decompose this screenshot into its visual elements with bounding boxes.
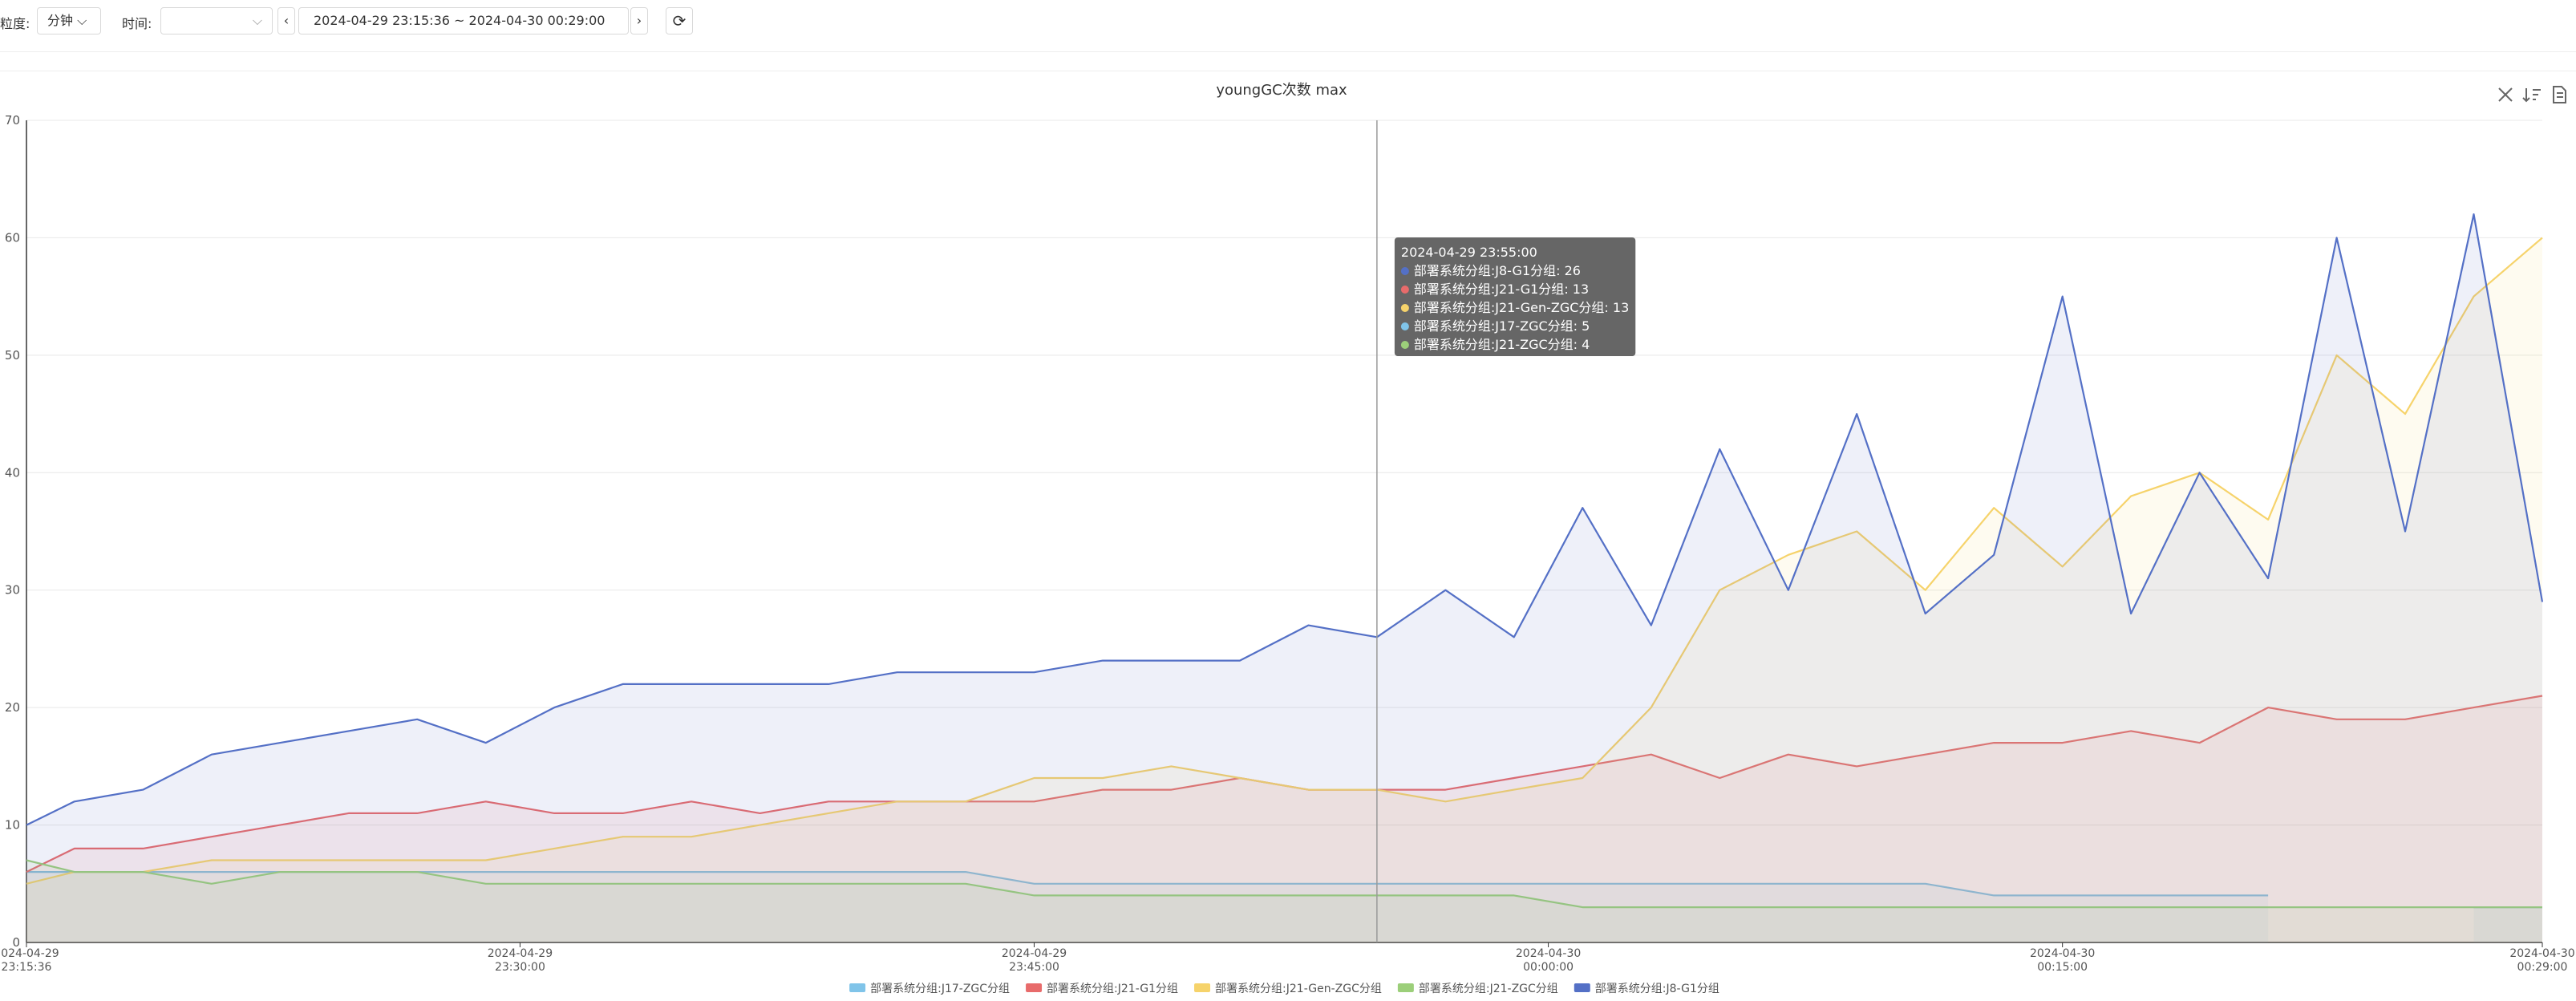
toolbar: 粒度: 分钟 ⌵ 时间: ⌵ ‹ 2024-04-29 23:15:36 ~ 2… xyxy=(0,0,2576,48)
legend-label: 部署系统分组:J21-G1分组 xyxy=(1047,983,1178,995)
tooltip-dot xyxy=(1400,341,1409,349)
series-area xyxy=(26,214,2542,943)
legend-item[interactable]: 部署系统分组:J21-ZGC分组 xyxy=(1397,983,1558,995)
legend-label: 部署系统分组:J21-Gen-ZGC分组 xyxy=(1215,983,1382,995)
tooltip-dot xyxy=(1400,286,1409,294)
y-tick-label: 60 xyxy=(5,230,20,245)
tooltip-box xyxy=(1394,237,1636,356)
prev-button[interactable]: ‹ xyxy=(277,7,295,34)
x-tick-label: 2024-04-29 23:45:00 xyxy=(1002,947,1067,974)
legend-label: 部署系统分组:J8-G1分组 xyxy=(1595,983,1719,995)
series-area xyxy=(26,860,2542,942)
tooltip-value: 13 xyxy=(1573,282,1589,297)
granularity-label: 粒度: xyxy=(0,16,30,31)
y-tick-label: 50 xyxy=(5,348,20,363)
tooltip-value: 26 xyxy=(1565,263,1581,278)
tooltip-dot xyxy=(1400,322,1409,330)
tooltip-series: 部署系统分组:J21-G1分组 xyxy=(1414,282,1564,297)
time-select[interactable]: ⌵ xyxy=(160,7,273,34)
toolbox[interactable] xyxy=(2498,86,2566,103)
legend-swatch xyxy=(1194,983,1211,992)
series-line xyxy=(26,859,2542,909)
tooltip-row: 部署系统分组:J21-G1分组: 13 xyxy=(1414,282,1589,297)
next-button[interactable]: › xyxy=(630,7,648,34)
y-tick-label: 40 xyxy=(5,465,20,480)
tooltip-series: 部署系统分组:J21-Gen-ZGC分组 xyxy=(1414,300,1605,315)
legend-item[interactable]: 部署系统分组:J21-Gen-ZGC分组 xyxy=(1194,983,1382,995)
tooltip-series: 部署系统分组:J21-ZGC分组 xyxy=(1414,337,1574,352)
tooltip-dot xyxy=(1400,267,1409,275)
granularity-select[interactable]: 分钟 ⌵ xyxy=(37,7,101,34)
legend-label: 部署系统分组:J21-ZGC分组 xyxy=(1419,983,1558,995)
x-tick-label: 2024-04-29 23:15:36 xyxy=(0,947,59,974)
tooltip-value: 5 xyxy=(1582,318,1590,334)
legend-swatch xyxy=(1397,983,1414,992)
y-tick-label: 10 xyxy=(5,818,20,833)
range-text: 2024-04-29 23:15:36 ~ 2024-04-30 00:29:0… xyxy=(314,13,606,28)
tooltip-row: 部署系统分组:J17-ZGC分组: 5 xyxy=(1414,318,1590,334)
tooltip-series: 部署系统分组:J8-G1分组 xyxy=(1414,263,1556,278)
tooltip-row: 部署系统分组:J8-G1分组: 26 xyxy=(1414,263,1581,278)
legend-label: 部署系统分组:J17-ZGC分组 xyxy=(870,983,1010,995)
y-tick-label: 0 xyxy=(12,935,20,950)
tooltip-row: 部署系统分组:J21-Gen-ZGC分组: 13 xyxy=(1414,300,1629,315)
tooltip-row: 部署系统分组:J21-ZGC分组: 4 xyxy=(1414,337,1590,352)
series-line xyxy=(26,213,2544,826)
y-tick-label: 30 xyxy=(5,583,20,598)
refresh-button[interactable]: ⟳ xyxy=(666,7,693,34)
tooltip-value: 13 xyxy=(1613,300,1629,315)
x-tick-label: 2024-04-30 00:29:00 xyxy=(2509,947,2574,974)
y-tick-label: 70 xyxy=(5,113,20,128)
tooltip-title: 2024-04-29 23:55:00 xyxy=(1401,245,1537,260)
legend: 部署系统分组:J17-ZGC分组 部署系统分组:J21-G1分组 部署系统分组:J2… xyxy=(849,983,1719,995)
series-line xyxy=(26,237,2543,885)
legend-item[interactable]: 部署系统分组:J8-G1分组 xyxy=(1574,983,1719,995)
time-label: 时间: xyxy=(122,16,152,31)
legend-swatch xyxy=(1574,983,1590,992)
y-tick-label: 20 xyxy=(5,700,20,715)
legend-swatch xyxy=(849,983,866,992)
legend-swatch xyxy=(1026,983,1043,992)
zoom-icon[interactable] xyxy=(2498,87,2513,102)
legend-item[interactable]: 部署系统分组:J17-ZGC分组 xyxy=(849,983,1010,995)
sort-icon[interactable] xyxy=(2522,88,2541,103)
x-tick-label: 2024-04-30 00:00:00 xyxy=(1516,947,1581,974)
tooltip-dot xyxy=(1400,304,1409,312)
chart-title: youngGC次数 max xyxy=(1216,82,1347,99)
series-area xyxy=(26,237,2542,942)
tooltip-series: 部署系统分组:J17-ZGC分组 xyxy=(1414,318,1574,334)
range-input[interactable]: 2024-04-29 23:15:36 ~ 2024-04-30 00:29:0… xyxy=(298,7,629,34)
tooltip-value: 4 xyxy=(1582,337,1590,352)
divider xyxy=(0,51,2576,52)
series-area xyxy=(26,872,2542,942)
x-tick-label: 2024-04-30 00:15:00 xyxy=(2030,947,2095,974)
data-icon[interactable] xyxy=(2553,86,2566,103)
x-tick-label: 2024-04-29 23:30:00 xyxy=(488,947,553,974)
legend-item[interactable]: 部署系统分组:J21-G1分组 xyxy=(1026,983,1178,995)
granularity-value: 分钟 xyxy=(47,13,74,28)
